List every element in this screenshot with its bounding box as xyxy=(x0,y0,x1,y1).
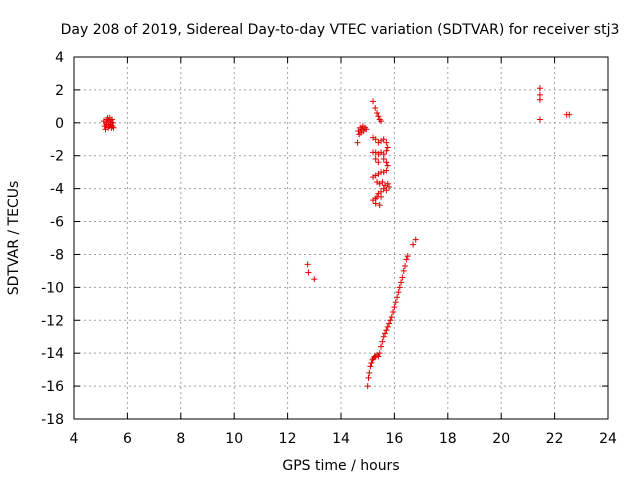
data-point-marker xyxy=(305,269,312,276)
data-point-marker xyxy=(375,159,382,166)
data-point-marker xyxy=(412,236,419,243)
data-point-marker xyxy=(395,289,402,296)
data-point-marker xyxy=(403,256,410,263)
data-point-marker xyxy=(383,139,390,146)
y-tick-label: 2 xyxy=(55,83,64,99)
x-axis-label: GPS time / hours xyxy=(282,458,399,474)
data-point-marker xyxy=(380,333,387,340)
x-tick-label: 4 xyxy=(70,431,79,447)
data-point-marker xyxy=(380,185,387,192)
data-point-marker xyxy=(384,323,391,330)
data-point-marker xyxy=(364,383,371,390)
data-point-marker xyxy=(354,139,361,146)
x-tick-label: 24 xyxy=(599,431,617,447)
x-tick-label: 12 xyxy=(279,431,297,447)
data-point-marker xyxy=(370,149,377,156)
data-point-marker xyxy=(378,343,385,350)
data-point-marker xyxy=(391,304,398,311)
x-tick-label: 8 xyxy=(176,431,185,447)
data-point-marker xyxy=(363,126,370,133)
x-tick-label: 20 xyxy=(492,431,510,447)
data-point-marker xyxy=(400,267,407,274)
data-point-marker xyxy=(398,279,405,286)
x-tick-label: 16 xyxy=(385,431,403,447)
data-point-marker xyxy=(110,124,117,131)
data-point-marker xyxy=(402,262,409,269)
data-point-marker xyxy=(566,111,573,118)
data-point-marker xyxy=(410,241,417,248)
y-tick-label: -2 xyxy=(50,149,64,165)
data-point-marker xyxy=(390,309,397,316)
data-point-marker xyxy=(383,159,390,166)
y-tick-label: -18 xyxy=(41,412,64,428)
data-point-marker xyxy=(368,360,375,367)
data-point-marker xyxy=(375,113,382,120)
data-point-marker xyxy=(378,193,385,200)
data-point-marker xyxy=(372,200,379,207)
data-point-marker xyxy=(376,350,383,357)
data-point-marker xyxy=(367,363,374,370)
y-tick-label: -14 xyxy=(41,346,64,362)
data-point-marker xyxy=(399,274,406,281)
data-point-marker xyxy=(372,105,379,112)
data-point-marker xyxy=(384,180,391,187)
y-tick-label: -10 xyxy=(41,280,64,296)
data-point-marker xyxy=(372,136,379,143)
data-point-marker xyxy=(108,116,115,123)
data-point-marker xyxy=(536,96,543,103)
y-axis-label: SDTVAR / TECUs xyxy=(6,181,22,296)
data-point-marker xyxy=(386,320,393,327)
x-tick-label: 22 xyxy=(546,431,564,447)
y-tick-label: 4 xyxy=(55,50,64,66)
data-point-marker xyxy=(383,147,390,154)
data-point-marker xyxy=(375,353,382,360)
data-point-marker xyxy=(372,156,379,163)
grid xyxy=(74,57,608,419)
data-point-marker xyxy=(388,313,395,320)
y-tick-label: -12 xyxy=(41,313,64,329)
data-point-marker xyxy=(387,317,394,324)
data-point-marker xyxy=(376,202,383,209)
y-tick-label: -4 xyxy=(50,182,64,198)
data-point-marker xyxy=(109,119,116,126)
data-point-marker xyxy=(380,156,387,163)
x-tick-label: 14 xyxy=(332,431,350,447)
data-point-marker xyxy=(375,190,382,197)
data-point-marker xyxy=(384,144,391,151)
y-tick-label: 0 xyxy=(55,116,64,132)
y-tick-label: -6 xyxy=(50,215,64,231)
data-points xyxy=(100,85,573,390)
data-point-marker xyxy=(382,330,389,337)
data-point-marker xyxy=(379,338,386,345)
axis-ticks: 4 6 8 10 12 14 16 18 20 22 24420-2-4-6-8-10-12-14-… xyxy=(41,50,617,447)
data-point-marker xyxy=(536,116,543,123)
data-point-marker xyxy=(378,118,385,125)
x-tick-label: 10 xyxy=(225,431,243,447)
data-point-marker xyxy=(396,284,403,291)
y-tick-label: -8 xyxy=(50,247,64,263)
data-point-marker xyxy=(394,294,401,301)
y-tick-label: -16 xyxy=(41,379,64,395)
data-point-marker xyxy=(384,162,391,169)
data-point-marker xyxy=(404,253,411,260)
data-point-marker xyxy=(374,109,381,116)
data-point-marker xyxy=(366,369,373,376)
data-point-marker xyxy=(370,98,377,105)
data-point-marker xyxy=(380,136,387,143)
x-tick-label: 6 xyxy=(123,431,132,447)
data-point-marker xyxy=(536,85,543,92)
x-tick-label: 18 xyxy=(439,431,457,447)
data-point-marker xyxy=(365,374,372,381)
data-point-marker xyxy=(379,179,386,186)
data-point-marker xyxy=(304,261,311,268)
data-point-marker xyxy=(370,197,377,204)
chart-title: Day 208 of 2019, Sidereal Day-to-day VTE… xyxy=(61,22,620,38)
data-point-marker xyxy=(311,276,318,283)
data-point-marker xyxy=(370,174,377,181)
data-point-marker xyxy=(383,327,390,334)
data-point-marker xyxy=(392,299,399,306)
data-point-marker xyxy=(386,183,393,190)
